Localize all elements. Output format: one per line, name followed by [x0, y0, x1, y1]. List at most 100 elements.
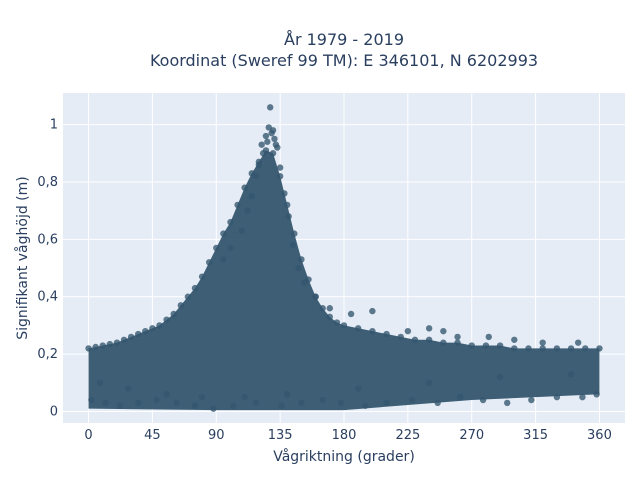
data-point [241, 184, 248, 191]
y-tick-label: 0,2 [37, 347, 58, 362]
data-point [383, 330, 390, 338]
data-point [362, 402, 369, 409]
data-point [295, 264, 302, 272]
data-point [454, 339, 461, 346]
data-point [264, 138, 271, 145]
data-point [326, 305, 334, 312]
data-point [539, 339, 546, 346]
data-point [276, 164, 284, 171]
data-point [567, 371, 575, 378]
data-point [289, 241, 297, 249]
data-point [504, 399, 511, 407]
y-tick-label: 0 [50, 405, 58, 420]
data-point [113, 339, 121, 346]
y-tick-label: 1 [50, 118, 58, 133]
data-point [191, 402, 199, 409]
data-point [425, 336, 433, 343]
data-point [241, 393, 248, 401]
data-point [579, 393, 586, 401]
data-points [85, 104, 603, 412]
data-point [298, 256, 305, 263]
data-point [267, 104, 274, 111]
data-point [227, 218, 234, 226]
x-tick-label: 45 [144, 428, 161, 443]
data-point [567, 345, 575, 352]
x-tick-label: 180 [332, 428, 357, 443]
data-point [539, 345, 546, 352]
data-point [337, 399, 345, 407]
data-point [127, 333, 135, 341]
data-point [340, 322, 348, 329]
data-point [106, 340, 114, 348]
data-point [457, 393, 464, 401]
data-point [156, 322, 163, 329]
data-point [425, 325, 433, 332]
x-tick-label: 90 [208, 428, 225, 443]
x-tick-label: 360 [587, 428, 612, 443]
data-point [319, 396, 326, 404]
data-point [319, 305, 326, 312]
chart-title-line-1: År 1979 - 2019 [284, 30, 404, 49]
data-point [425, 379, 433, 387]
data-point [276, 173, 284, 180]
data-point [238, 227, 246, 234]
data-point [259, 150, 267, 157]
data-point [485, 333, 492, 341]
data-point [102, 399, 109, 407]
data-point [281, 190, 288, 197]
data-point [92, 343, 99, 351]
data-point [408, 396, 416, 404]
data-point [230, 402, 237, 409]
data-point [383, 399, 390, 407]
data-point [213, 244, 220, 252]
data-point [525, 345, 532, 352]
data-point [135, 399, 142, 407]
data-point [528, 396, 535, 404]
data-point [153, 396, 160, 404]
data-point [298, 399, 305, 407]
data-point [284, 391, 291, 398]
data-point [244, 207, 251, 214]
data-point [271, 135, 278, 143]
data-point [252, 399, 260, 407]
data-point [479, 396, 487, 404]
data-point [278, 402, 285, 409]
data-point [511, 345, 518, 352]
data-point [88, 396, 95, 404]
data-point [198, 393, 206, 401]
y-axis-title: Signifikant våghöjd (m) [14, 176, 31, 339]
data-point [258, 141, 265, 148]
data-point [284, 201, 291, 209]
data-point [291, 230, 298, 237]
data-point [184, 293, 192, 300]
data-point [411, 336, 419, 343]
data-point [440, 339, 447, 346]
data-point [191, 284, 199, 292]
data-point [135, 330, 142, 338]
data-point [582, 345, 589, 352]
y-tick-label: 0,4 [37, 290, 58, 305]
data-point [248, 193, 255, 200]
data-point [163, 316, 170, 323]
data-point [210, 405, 217, 412]
data-point [255, 161, 263, 168]
data-point [404, 327, 412, 335]
chart-title-line-2: Koordinat (Sweref 99 TM): E 346101, N 62… [150, 51, 538, 70]
data-point [347, 310, 355, 318]
data-point [440, 327, 447, 335]
data-point [116, 402, 123, 409]
x-axis-title: Vågriktning (grader) [273, 448, 415, 465]
data-point [234, 201, 241, 209]
x-tick-labels: 0 45 90 135 180 225 270 315 360 [84, 428, 611, 443]
data-point [553, 393, 561, 401]
data-point [496, 342, 504, 349]
data-point [369, 327, 376, 335]
data-point [553, 345, 561, 352]
data-point [574, 339, 582, 346]
data-point [397, 333, 404, 341]
x-tick-label: 225 [395, 428, 420, 443]
data-point [220, 256, 227, 263]
data-point [593, 391, 600, 398]
data-point [285, 213, 292, 220]
